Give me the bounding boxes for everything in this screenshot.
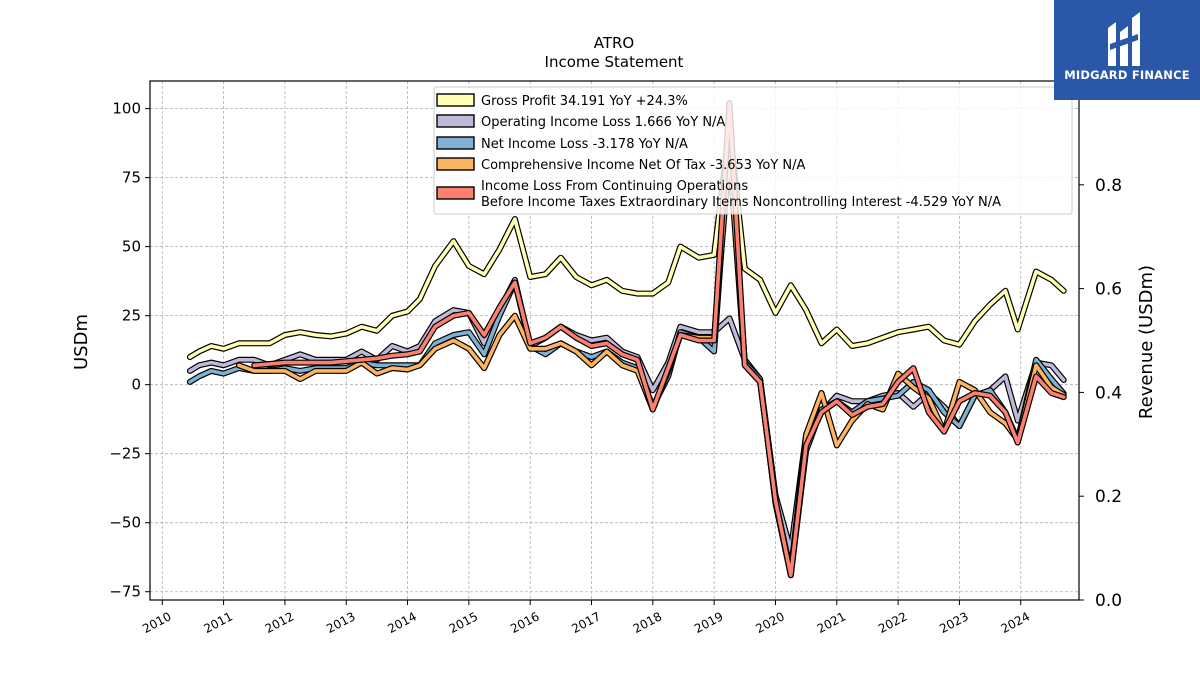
logo-text: MIDGARD FINANCE <box>1064 68 1190 82</box>
x-tick-label: 2011 <box>201 609 235 636</box>
midgard-logo-icon <box>1108 12 1140 66</box>
x-tick-label: 2022 <box>876 609 910 636</box>
x-tick-label: 2016 <box>508 609 542 636</box>
y-right-tick-label: 0.0 <box>1095 591 1122 611</box>
legend-swatch <box>436 136 475 150</box>
x-tick-label: 2021 <box>815 609 849 636</box>
x-tick-label: 2023 <box>937 609 971 636</box>
legend-label: Net Income Loss -3.178 YoY N/A <box>481 137 688 152</box>
y-tick-label: −75 <box>109 583 141 601</box>
y-right-tick-label: 0.4 <box>1095 383 1122 403</box>
series-0-line <box>188 126 1066 359</box>
x-tick-label: 2017 <box>569 609 603 636</box>
legend-box <box>433 86 1073 215</box>
y-right-tick-label: 0.6 <box>1095 280 1122 300</box>
chart-subtitle: Income Statement <box>545 53 684 71</box>
x-tick-label: 2014 <box>385 609 419 636</box>
legend: Gross Profit 34.191 YoY +24.3% Operating … <box>433 86 1073 215</box>
legend-swatch <box>436 157 475 171</box>
y-tick-label: −25 <box>109 445 141 463</box>
x-tick-label: 2018 <box>631 609 665 636</box>
brand-logo: MIDGARD FINANCE <box>1054 0 1200 100</box>
y-tick-label: 25 <box>122 307 141 325</box>
y-right-tick-label: 0.8 <box>1095 176 1122 196</box>
x-tick-label: 2024 <box>999 609 1033 636</box>
legend-swatch <box>436 93 475 107</box>
legend-swatch <box>436 114 475 128</box>
x-tick-label: 2013 <box>324 609 358 636</box>
x-tick-label: 2020 <box>753 609 787 636</box>
y-axis-label: USDm <box>71 314 92 370</box>
y-right-tick-label: 0.2 <box>1095 487 1122 507</box>
legend-label: Comprehensive Income Net Of Tax -3.653 Y… <box>481 158 806 173</box>
chart-title: ATRO <box>594 34 635 52</box>
y-axis-right-label: Revenue (USDm) <box>1136 265 1157 419</box>
x-tick-label: 2012 <box>263 609 297 636</box>
y-tick-label: 75 <box>122 169 141 187</box>
series-lines <box>186 100 1067 579</box>
y-tick-label: −50 <box>109 514 141 532</box>
x-tick-label: 2019 <box>692 609 726 636</box>
x-tick-label: 2015 <box>447 609 481 636</box>
y-tick-label: 50 <box>122 238 141 256</box>
legend-swatch <box>436 186 475 200</box>
x-tick-label: 2010 <box>140 609 174 636</box>
y-tick-label: 100 <box>112 100 141 118</box>
legend-label: Income Loss From Continuing Operations <box>481 179 748 194</box>
plot-frame <box>149 80 1080 601</box>
series-4-line <box>252 101 1066 577</box>
legend-label: Before Income Taxes Extraordinary Items … <box>481 195 1001 210</box>
legend-label: Gross Profit 34.191 YoY +24.3% <box>481 94 688 109</box>
y-tick-label: 0 <box>131 376 141 394</box>
legend-label: Operating Income Loss 1.666 YoY N/A <box>481 115 725 130</box>
